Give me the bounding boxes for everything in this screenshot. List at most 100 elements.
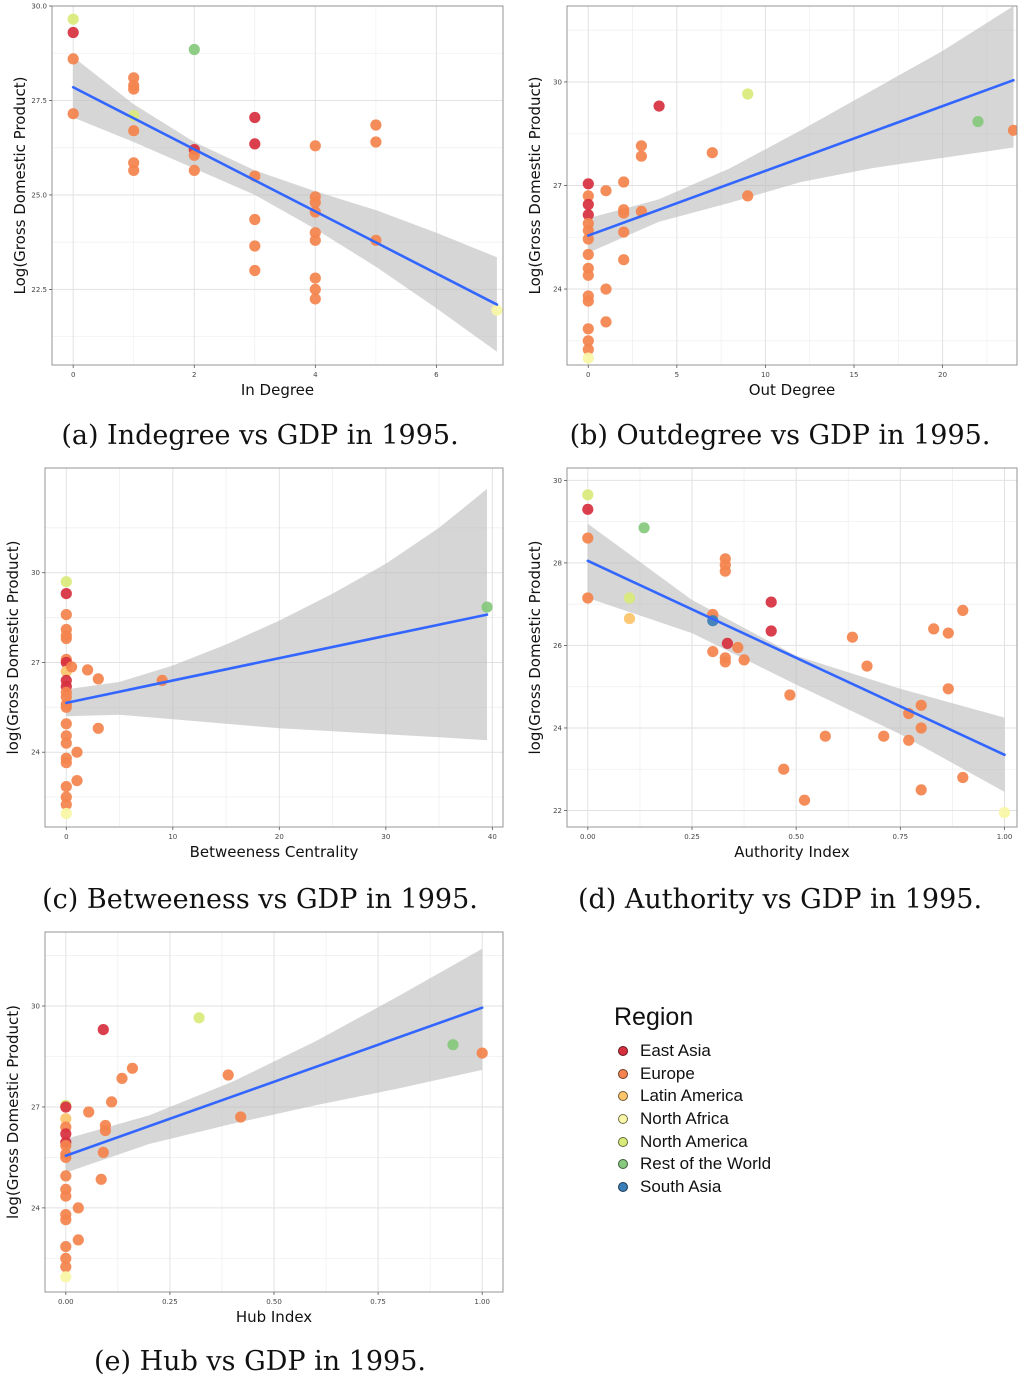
data-point [481,601,493,613]
confidence-band [66,488,488,741]
legend-item-north-america: North America [614,1130,771,1153]
data-point [738,654,750,666]
data-point [491,304,503,316]
data-point [249,240,261,252]
data-point [915,784,927,796]
data-point [106,1096,118,1108]
data-point [72,1202,84,1214]
data-point [878,730,890,742]
data-point [66,661,78,673]
points-layer [582,88,1017,364]
data-point [60,1113,72,1125]
x-tick-label: 0.50 [266,1298,282,1306]
legend-item-europe: Europe [614,1063,771,1086]
legend-key-europe [618,1068,628,1079]
data-point [92,673,104,685]
data-point [861,660,873,672]
data-point [600,283,612,295]
x-axis-title: Authority Index [734,843,850,861]
data-point [798,794,811,806]
data-point [582,503,594,515]
legend-item-east-asia: East Asia [614,1040,771,1063]
data-point [582,592,594,604]
y-axis-title: log(Gross Domestic Product) [526,540,544,754]
legend-key-south-asia [618,1181,628,1192]
y-tick-label: 27.5 [31,97,47,105]
x-tick-label: 15 [850,371,859,379]
data-point [600,185,612,197]
data-point [942,627,954,639]
x-tick-label: 0.25 [162,1298,178,1306]
y-tick-label: 24 [553,286,562,294]
x-tick-label: 0.75 [893,833,909,841]
y-tick-label: 30 [31,1003,40,1011]
x-tick-label: 20 [275,833,284,841]
x-tick-label: 10 [168,833,177,841]
chart-e: 0.00 0.25 0.50 0.75 1.00 24 27 30 Hub Index log(G… [4,931,504,1326]
data-point [928,623,940,635]
data-point [60,807,72,820]
data-point [582,532,594,544]
caption-a: (a) Indegree vs GDP in 1995. [61,420,459,451]
confidence-band [588,6,1014,253]
data-point [1007,124,1017,136]
data-point [618,176,630,188]
chart-a: 0 2 4 6 22.5 25.0 27.5 30.0 In Degree Log(Gross D… [11,3,504,399]
data-point [92,722,104,734]
data-point [188,149,200,161]
data-point [957,771,969,784]
data-point [60,609,72,621]
data-point [71,775,83,787]
y-axis-title: Log(Gross Domestic Product) [11,77,29,295]
x-tick-label: 0 [64,833,68,841]
data-point [582,190,594,202]
x-tick-label: 0.00 [580,833,596,841]
points-layer [60,1012,488,1283]
data-point [309,140,321,152]
data-point [653,100,665,112]
legend-title: Region [614,1003,694,1031]
data-point [60,1128,72,1140]
data-point [582,248,594,261]
legend-key-north-america [618,1136,628,1147]
x-axis-title: Betweeness Centrality [190,843,359,861]
y-tick-label: 30 [553,477,562,485]
x-tick-label: 0 [71,371,75,379]
legend-label: North America [640,1131,748,1151]
data-point [582,352,594,364]
y-tick-label: 27 [31,1103,40,1111]
data-point [249,264,261,277]
data-point [71,746,83,758]
data-point [623,613,636,625]
data-point [784,689,796,701]
data-point [998,807,1011,819]
data-point [60,1101,72,1113]
legend-item-latin-america: Latin America [614,1085,771,1108]
chart-d: 0.00 0.25 0.50 0.75 1.00 22 24 26 28 30 Authority … [526,467,1018,861]
data-point [846,631,859,643]
legend-item-rest-of-the-world: Rest of the World [614,1153,771,1176]
data-point [476,1047,488,1059]
data-point [765,625,777,637]
data-point [582,178,594,190]
data-point [915,699,927,711]
legend-label: Europe [640,1063,695,1083]
fit-line [586,559,1006,757]
data-point [618,254,630,266]
data-point [60,1252,72,1264]
x-tick-label: 40 [488,833,497,841]
data-point [60,1271,72,1283]
legend-key-latin-america [618,1091,628,1102]
y-tick-label: 24 [31,749,40,757]
y-tick-label: 28 [553,559,562,567]
x-tick-label: 10 [761,371,770,379]
data-point [67,13,79,25]
data-point [235,1111,247,1123]
legend-label: North Africa [640,1109,729,1129]
minor-grid [567,468,1017,827]
data-point [82,664,94,676]
data-point [128,83,140,95]
data-point [582,198,594,211]
data-point [635,150,648,162]
x-tick-label: 30 [381,833,390,841]
